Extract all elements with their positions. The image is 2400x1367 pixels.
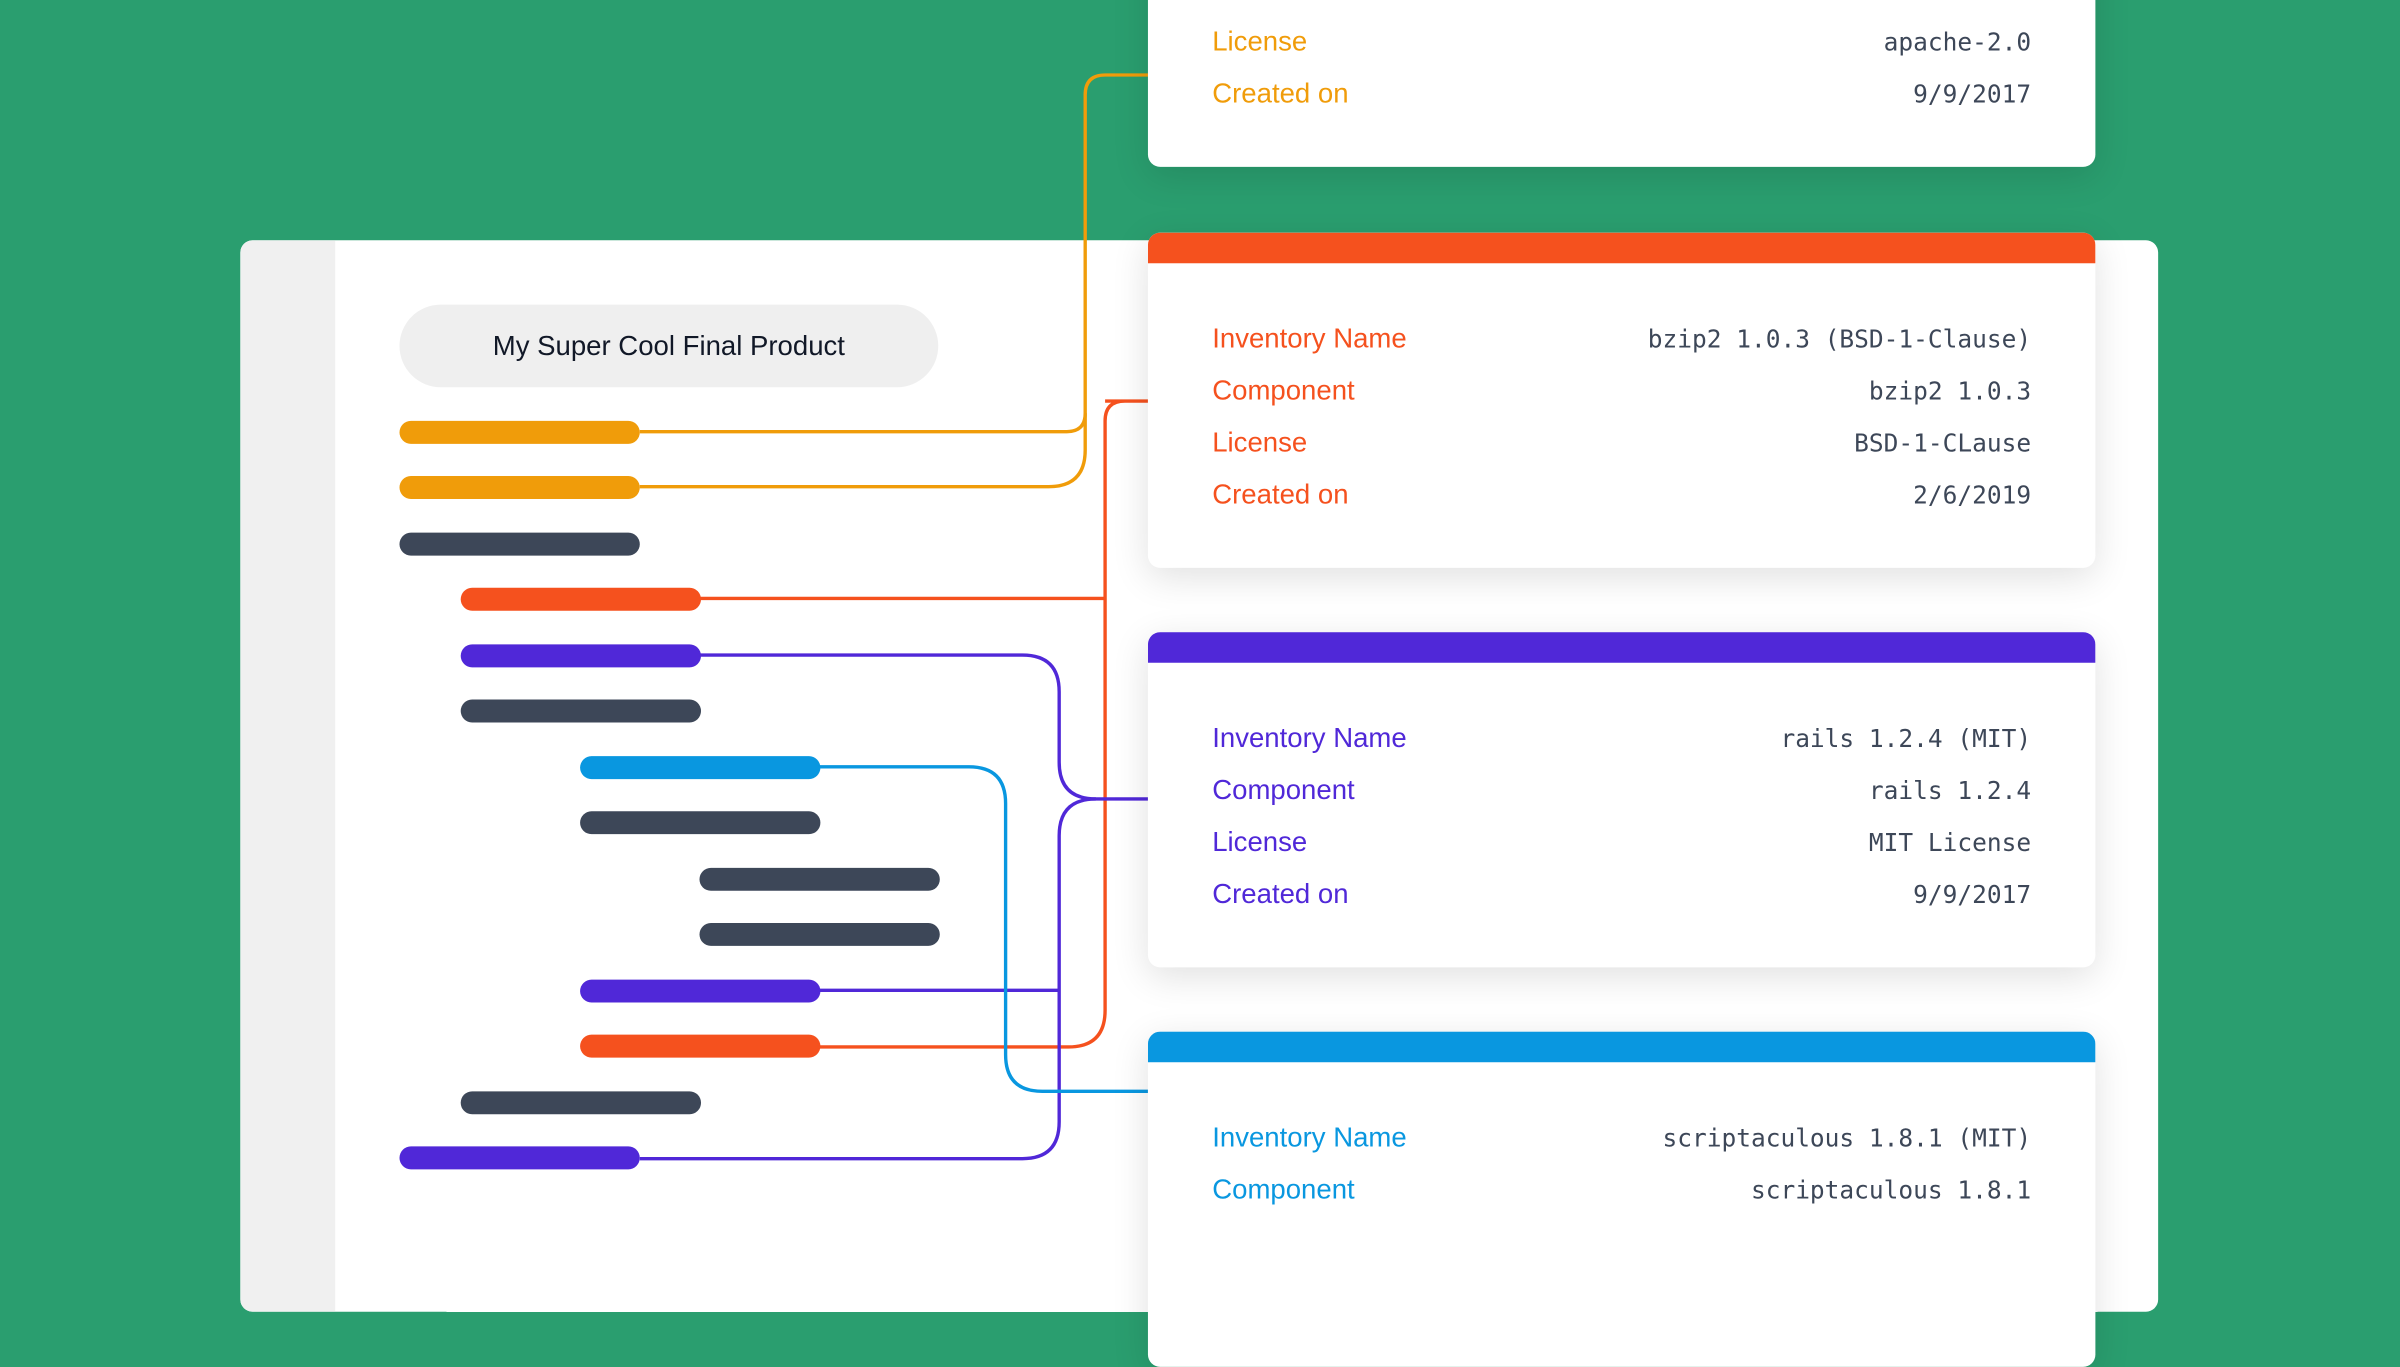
tree-item-dark[interactable] [399,531,640,555]
connector-red-1 [699,399,1148,1049]
tree-item-dark[interactable] [460,699,702,723]
connector-purple-1 [699,653,1148,801]
card-row-label: License [1212,426,1308,457]
connector-blue-1 [818,765,1148,1094]
connector-purple-2 [639,797,1096,1161]
card-row: Created on 9/9/2017 [1212,876,2031,913]
card-header-bar [1147,232,2096,264]
card-row: Component scriptaculous 1.8.1 [1212,1171,2031,1208]
card-row: License BSD-1-CLause [1212,424,2031,461]
card-row-value: bzip2 1.0.3 (BSD-1-Clause) [1647,323,2032,353]
card-row-label: License [1212,825,1308,857]
connector-lines [639,73,1148,1161]
card-row-label: Created on [1212,478,1349,509]
card-row: Created on 2/6/2019 [1212,476,2031,513]
tree-item-purple[interactable] [460,643,702,667]
card-row: Inventory Name scriptaculous 1.8.1 (MIT) [1212,1119,2031,1156]
tree-item-orange[interactable] [399,420,640,444]
card-row-value: 9/9/2017 [1913,879,2032,909]
card-row-value: 9/9/2017 [1913,78,2032,108]
card-row-label: Created on [1212,877,1349,909]
card-row-label: Inventory Name [1212,721,1407,753]
card-row-value: bzip2 1.0.3 [1868,375,2032,405]
card-row-value: scriptaculous 1.8.1 (MIT) [1662,1122,2032,1152]
card-row: Inventory Name rails 1.2.4 (MIT) [1212,719,2031,756]
card-row-label: Component [1212,773,1355,805]
tree-item-orange[interactable] [399,476,640,499]
inventory-card-orange[interactable]: License apache-2.0 Created on 9/9/2017 [1147,0,2096,167]
card-row: License apache-2.0 [1212,23,2031,60]
connector-orange-1 [639,73,1148,434]
tree-item-dark[interactable] [699,922,940,946]
tree-item-blue[interactable] [580,755,821,779]
inventory-card-purple[interactable]: Inventory Name rails 1.2.4 (MIT) Component… [1147,632,2096,968]
connector-orange-2 [639,413,1087,489]
tree-item-red[interactable] [460,587,702,611]
card-row: Inventory Name bzip2 1.0.3 (BSD-1-Clause) [1212,320,2031,357]
card-header-bar [1147,632,2096,663]
inventory-card-red[interactable]: Inventory Name bzip2 1.0.3 (BSD-1-Clause)… [1147,232,2096,568]
card-row-value: rails 1.2.4 [1868,775,2032,805]
card-row-label: Component [1212,374,1355,405]
card-row: Component rails 1.2.4 [1212,771,2031,808]
card-row-value: rails 1.2.4 (MIT) [1780,723,2032,753]
card-header-bar [1147,1031,2096,1063]
card-row-label: License [1212,25,1308,56]
card-row-value: BSD-1-CLause [1854,427,2032,457]
tree-item-purple[interactable] [399,1146,640,1170]
tree-item-dark[interactable] [460,1090,702,1114]
inventory-card-blue[interactable]: Inventory Name scriptaculous 1.8.1 (MIT) C… [1147,1031,2096,1367]
tree-item-dark[interactable] [699,867,940,891]
card-row: Component bzip2 1.0.3 [1212,372,2031,409]
card-row-label: Inventory Name [1212,1121,1407,1152]
diagram-stage: My Super Cool Final Product License apach… [240,0,2159,1367]
tree-item-purple[interactable] [580,978,821,1002]
tree-item-red[interactable] [580,1034,821,1058]
card-row: Created on 9/9/2017 [1212,75,2031,112]
card-row: License MIT License [1212,823,2031,860]
card-row-value: scriptaculous 1.8.1 [1750,1174,2032,1204]
card-row-label: Inventory Name [1212,322,1407,353]
tree-item-dark[interactable] [580,811,821,835]
product-title: My Super Cool Final Product [399,304,939,388]
card-row-value: 2/6/2019 [1913,479,2032,509]
card-row-value: MIT License [1868,827,2032,857]
card-row-label: Component [1212,1173,1355,1204]
panel-sidebar-strip [240,240,336,1312]
card-row-label: Created on [1212,77,1349,108]
card-row-value: apache-2.0 [1883,26,2032,56]
